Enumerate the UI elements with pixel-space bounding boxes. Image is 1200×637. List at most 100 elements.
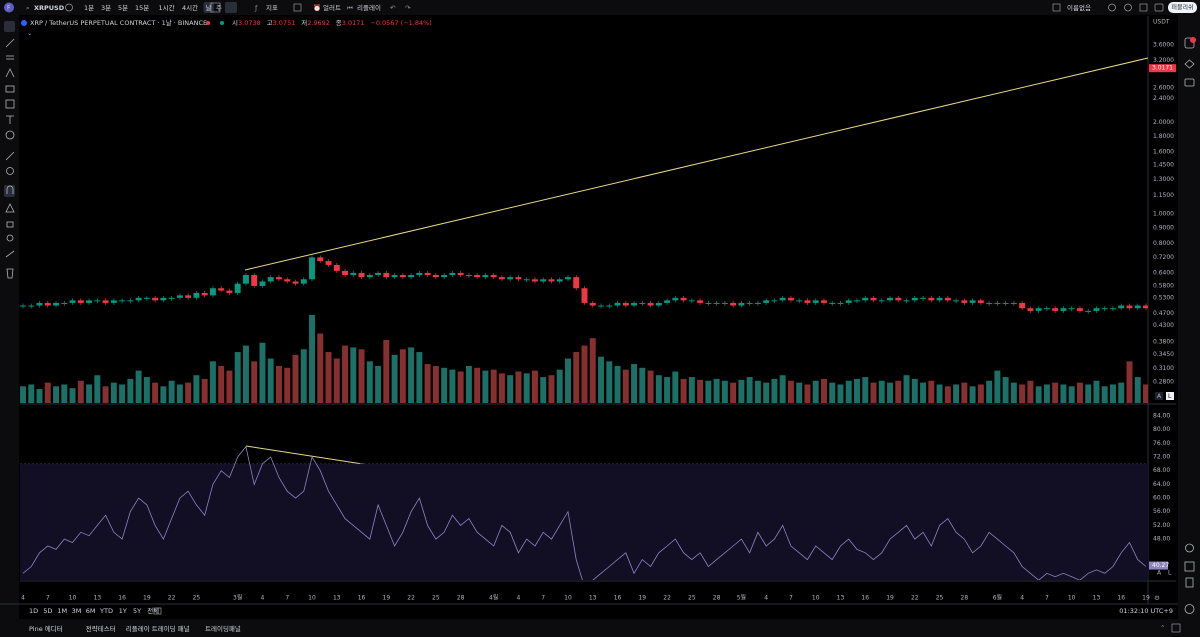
- redo-button[interactable]: ↷: [405, 4, 411, 12]
- watchlist-button[interactable]: [1184, 37, 1195, 49]
- layout-name[interactable]: 이름없음: [1067, 3, 1091, 12]
- range-button[interactable]: 6M: [86, 607, 96, 615]
- candle: [1068, 308, 1075, 310]
- interval-button[interactable]: 5분: [118, 4, 128, 12]
- indicators-button[interactable]: 지표: [266, 3, 278, 12]
- candle: [226, 290, 233, 293]
- range-button[interactable]: YTD: [99, 607, 113, 615]
- trendline-tool[interactable]: [5, 38, 15, 48]
- link-tool[interactable]: [5, 250, 15, 258]
- chat-button[interactable]: [1184, 78, 1195, 87]
- volume-bar: [606, 361, 613, 403]
- icon-tool[interactable]: [5, 130, 15, 140]
- delete-tool[interactable]: [6, 268, 14, 279]
- cursor-tool[interactable]: [4, 21, 15, 32]
- candle: [325, 261, 332, 265]
- lock-tool[interactable]: [6, 221, 14, 228]
- x-tick-label: 16: [861, 595, 869, 602]
- candle: [531, 279, 538, 282]
- layers-button[interactable]: [1184, 59, 1195, 69]
- ideas-button[interactable]: [1185, 543, 1194, 553]
- measure-tool[interactable]: [5, 151, 15, 161]
- currency-label[interactable]: USDT: [1153, 19, 1170, 26]
- goto-date-button[interactable]: [153, 607, 162, 615]
- notes-button[interactable]: [1185, 577, 1194, 588]
- candle-style-button[interactable]: [225, 2, 237, 13]
- chart-type-button[interactable]: [210, 2, 221, 13]
- candle: [110, 300, 117, 303]
- volume-bar: [242, 345, 249, 403]
- stay-drawing-tool[interactable]: [5, 203, 15, 213]
- compare-button[interactable]: [65, 3, 73, 12]
- interval-button[interactable]: 날: [206, 3, 212, 12]
- volume-bar: [201, 378, 208, 403]
- interval-button[interactable]: 1분: [84, 4, 94, 12]
- projection-tool[interactable]: [5, 85, 15, 93]
- candle: [102, 300, 109, 303]
- rsi-auto-scale[interactable]: A: [1157, 570, 1162, 577]
- interval-button[interactable]: 15분: [135, 4, 149, 12]
- alert-icon: ⏰: [313, 3, 321, 12]
- candle: [209, 288, 216, 296]
- rsi-log-scale[interactable]: L: [1168, 570, 1172, 577]
- hide-tool[interactable]: [6, 234, 14, 242]
- undo-button[interactable]: ↶: [390, 4, 395, 12]
- text-tool[interactable]: [6, 115, 14, 124]
- interval-button[interactable]: 3분: [101, 4, 111, 12]
- panel-tab[interactable]: 전략테스터: [86, 624, 116, 633]
- axis-settings[interactable]: ⚙: [1154, 594, 1160, 602]
- range-button[interactable]: 5Y: [133, 607, 141, 615]
- range-button[interactable]: 1Y: [119, 607, 127, 615]
- x-tick-label: 10: [69, 595, 77, 602]
- alert-button[interactable]: 얼러트: [323, 3, 341, 12]
- templates-button[interactable]: [293, 3, 302, 12]
- candle: [1143, 305, 1148, 309]
- pattern-tool[interactable]: [5, 68, 15, 78]
- layout-icon: [1052, 3, 1061, 12]
- screenshot-button[interactable]: [1154, 3, 1164, 12]
- legend-toggle[interactable]: ⌄: [27, 29, 32, 37]
- range-button[interactable]: 3M: [72, 607, 82, 615]
- log-scale-button[interactable]: [1166, 392, 1174, 400]
- collapse-panel[interactable]: ⌃: [1160, 624, 1165, 632]
- candle: [928, 297, 935, 301]
- candle: [870, 297, 877, 301]
- range-button[interactable]: 5D: [43, 607, 52, 615]
- publish-button[interactable]: [1168, 2, 1197, 13]
- zoom-tool[interactable]: [6, 167, 14, 175]
- y-tick-label: 0.3450: [1153, 351, 1174, 358]
- ohlc-label: 종: [336, 19, 342, 27]
- interval-button[interactable]: 1시간: [159, 3, 175, 12]
- help-button[interactable]: [1184, 604, 1195, 614]
- volume-bar: [746, 377, 753, 403]
- candle: [375, 272, 382, 276]
- quick-search[interactable]: [1108, 3, 1116, 12]
- range-button[interactable]: 1D: [29, 607, 38, 615]
- settings-button[interactable]: [1124, 3, 1132, 12]
- candle: [1035, 308, 1042, 311]
- rsi-line: [22, 445, 1147, 580]
- auto-scale-button[interactable]: [1155, 392, 1163, 400]
- candle: [69, 300, 76, 303]
- interval-button[interactable]: 주: [216, 4, 222, 12]
- account-avatar[interactable]: [4, 2, 14, 13]
- replay-button[interactable]: 리플레이: [357, 3, 381, 12]
- range-button[interactable]: 1M: [57, 607, 67, 615]
- range-button[interactable]: 전체: [147, 606, 159, 615]
- shape-tool[interactable]: [5, 99, 15, 109]
- candle: [61, 302, 68, 304]
- panel-tab[interactable]: 트레이딩패널: [205, 624, 241, 633]
- magnet-icon: [6, 185, 14, 194]
- price-trendline[interactable]: [244, 57, 1149, 271]
- volume-bar: [234, 352, 241, 403]
- volume-bar: [680, 378, 687, 403]
- fullscreen-button[interactable]: [1139, 3, 1148, 12]
- candle: [482, 275, 489, 278]
- interval-button[interactable]: 4시간: [182, 3, 198, 12]
- panel-tab[interactable]: 리플레이 트레이딩 패널: [126, 624, 190, 633]
- symbol-search[interactable]: XRPUSD: [34, 4, 65, 12]
- calendar-button[interactable]: [1184, 561, 1195, 572]
- candle: [655, 302, 662, 306]
- maximize-panel[interactable]: [1171, 623, 1181, 633]
- panel-tab[interactable]: Pine 에디터: [29, 624, 63, 633]
